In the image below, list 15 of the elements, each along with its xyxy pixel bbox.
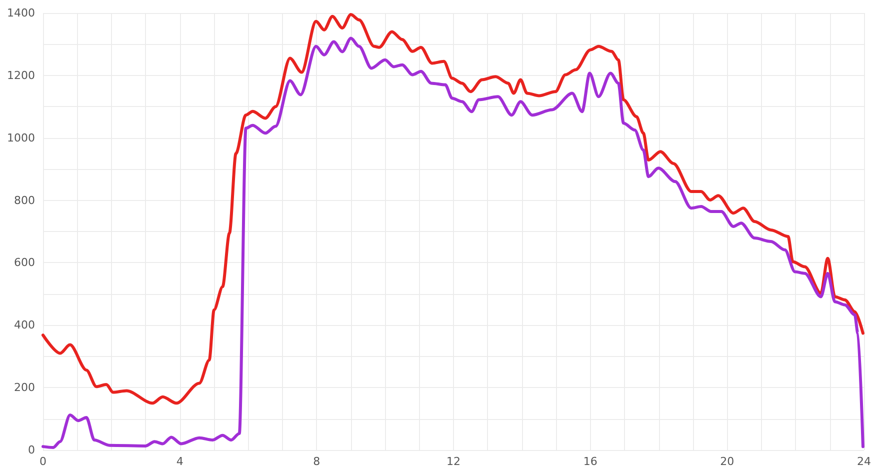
y-tick-label: 1000	[7, 131, 35, 144]
y-tick-label: 400	[14, 318, 35, 332]
y-tick-label: 0	[28, 444, 35, 456]
x-tick-label: 24	[857, 455, 871, 468]
y-tick-label: 1400	[7, 6, 35, 20]
x-tick-label: 4	[176, 455, 184, 468]
x-tick-label: 8	[313, 455, 320, 468]
x-tick-label: 20	[720, 455, 734, 468]
y-tick-label: 1200	[7, 68, 35, 82]
x-tick-label: 0	[40, 455, 46, 468]
y-tick-label: 200	[14, 381, 35, 394]
x-tick-label: 16	[583, 455, 598, 468]
y-tick-label: 600	[14, 256, 35, 270]
x-tick-label: 12	[446, 455, 460, 468]
y-tick-label: 800	[14, 194, 35, 207]
